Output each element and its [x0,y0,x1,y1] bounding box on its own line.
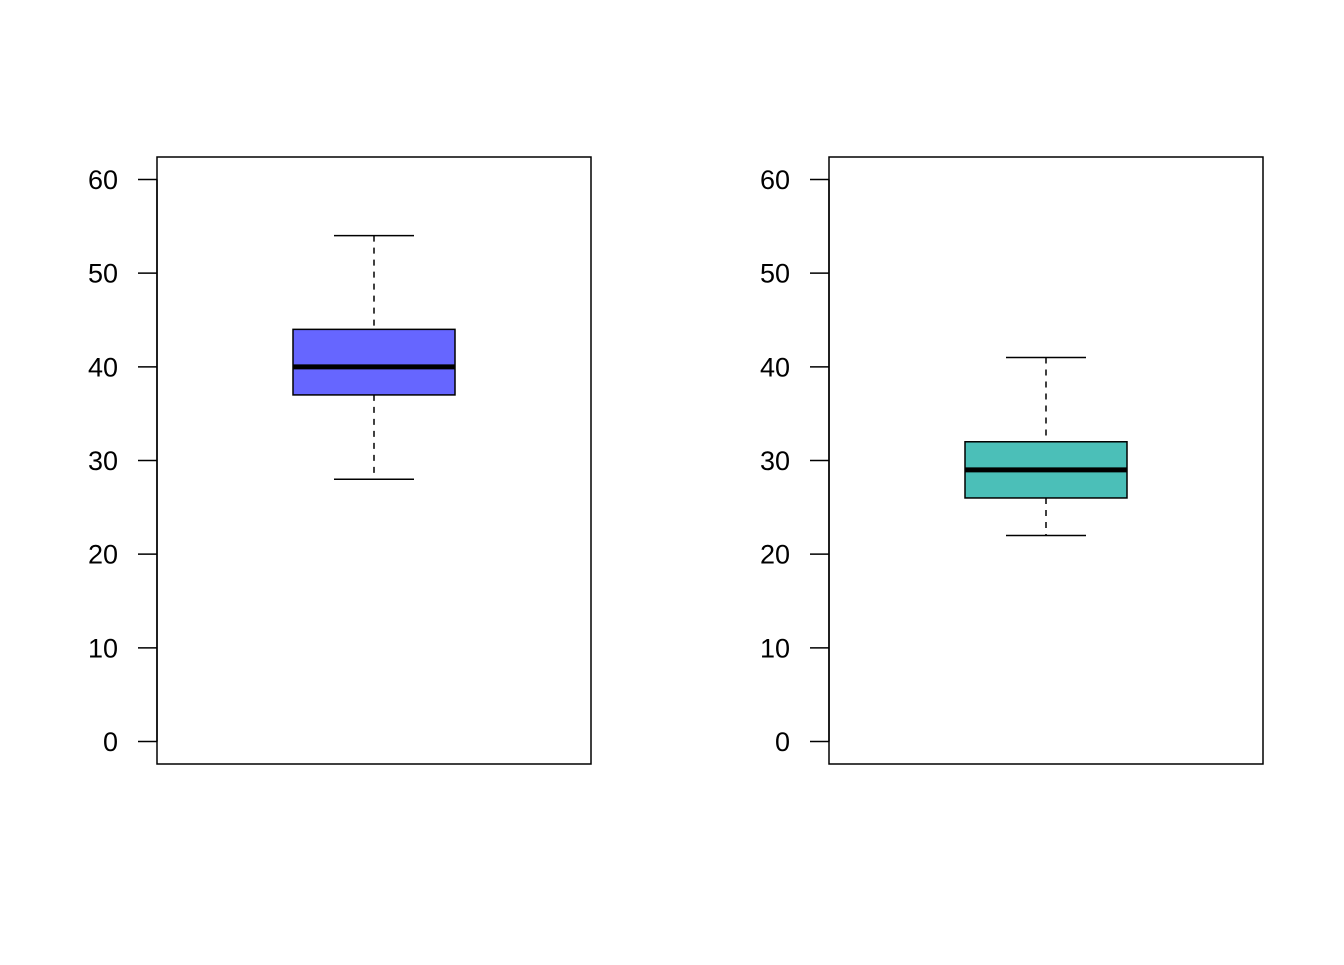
y-tick-label: 0 [775,727,790,757]
y-tick-label: 30 [760,446,790,476]
y-tick-label: 40 [760,352,790,382]
y-tick-label: 40 [88,352,118,382]
boxplot-panel-2: 0 10 20 30 40 50 60 [760,156,1264,765]
y-tick-label: 50 [88,259,118,289]
y-tick-label: 20 [760,540,790,570]
y-tick-label: 50 [760,259,790,289]
y-tick-label: 20 [88,540,118,570]
y-tick-label: 10 [88,633,118,663]
y-tick-label: 10 [760,633,790,663]
y-tick-label: 0 [103,727,118,757]
y-tick-label: 60 [88,165,118,195]
y-tick-label: 60 [760,165,790,195]
interquartile-box [292,328,456,396]
boxplot-panel-1: 0 10 20 30 40 50 60 [88,156,592,765]
y-tick-label: 30 [88,446,118,476]
